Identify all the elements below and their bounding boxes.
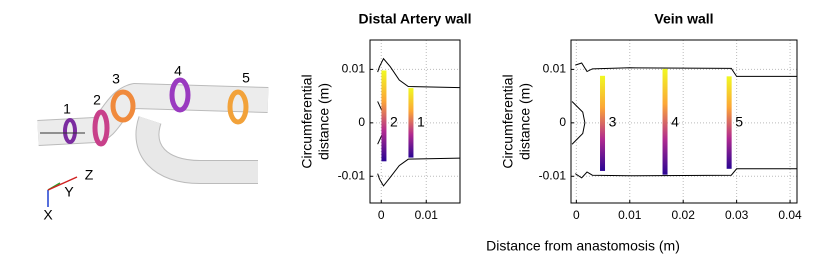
chart-title: Distal Artery wall	[358, 11, 471, 27]
wall-line	[571, 101, 586, 145]
y-axis-label: distance (m)	[316, 83, 332, 160]
y-tick-label: 0	[559, 115, 566, 129]
ring-label: 4	[174, 63, 182, 79]
ring-strain	[408, 88, 414, 158]
ring-strain	[600, 75, 606, 171]
ring	[92, 109, 110, 147]
plot-frame	[369, 39, 461, 204]
ring-label: 5	[242, 70, 250, 86]
x-tick-label: 0.01	[618, 208, 642, 222]
ring-strain	[662, 68, 668, 175]
x-tick-label: 0	[378, 208, 385, 222]
ring-strain	[726, 76, 732, 169]
ring-label: 1	[63, 101, 71, 117]
ring-strain	[381, 70, 387, 162]
x-tick-label: 0.04	[778, 208, 802, 222]
ring-label: 3	[609, 114, 617, 130]
wall-line	[377, 157, 461, 187]
wall-line	[575, 62, 797, 77]
vessel-illustration: 1 2 3 4 5 X Y Z	[37, 63, 269, 223]
wall-line	[377, 57, 461, 89]
ring-label: 4	[671, 114, 679, 130]
y-tick-label: 0.01	[342, 62, 366, 76]
y-tick-label: 0.01	[543, 62, 567, 76]
axis-label: Z	[85, 167, 94, 183]
axis-label: Y	[64, 184, 74, 200]
wall-line	[574, 168, 797, 179]
ring-label: 1	[417, 114, 425, 130]
y-tick-label: -0.01	[539, 168, 567, 182]
ring	[169, 77, 191, 113]
x-tick-label: 0	[573, 208, 580, 222]
y-axis-label: distance (m)	[517, 83, 533, 160]
x-tick-label: 0.03	[725, 208, 749, 222]
y-tick-label: -0.01	[338, 168, 366, 182]
x-tick-label: 0.01	[415, 208, 439, 222]
ring-label: 3	[112, 71, 120, 87]
axis-z	[47, 176, 78, 191]
y-axis-label: Circumferential	[500, 74, 516, 168]
y-axis-label: Circumferential	[299, 74, 315, 168]
x-tick-label: 0.02	[672, 208, 696, 222]
ring	[227, 89, 249, 125]
plot-frame	[570, 39, 798, 204]
ring	[110, 89, 136, 123]
y-tick-label: 0	[358, 115, 365, 129]
ring-label: 5	[735, 114, 743, 130]
ring-label: 2	[93, 92, 101, 108]
vein-tube	[136, 116, 258, 183]
ring-label: 2	[390, 114, 398, 130]
x-axis-label: Distance from anastomosis (m)	[486, 238, 680, 254]
ring	[63, 118, 77, 144]
axis-label: X	[43, 207, 53, 223]
chart-title: Vein wall	[654, 11, 713, 27]
